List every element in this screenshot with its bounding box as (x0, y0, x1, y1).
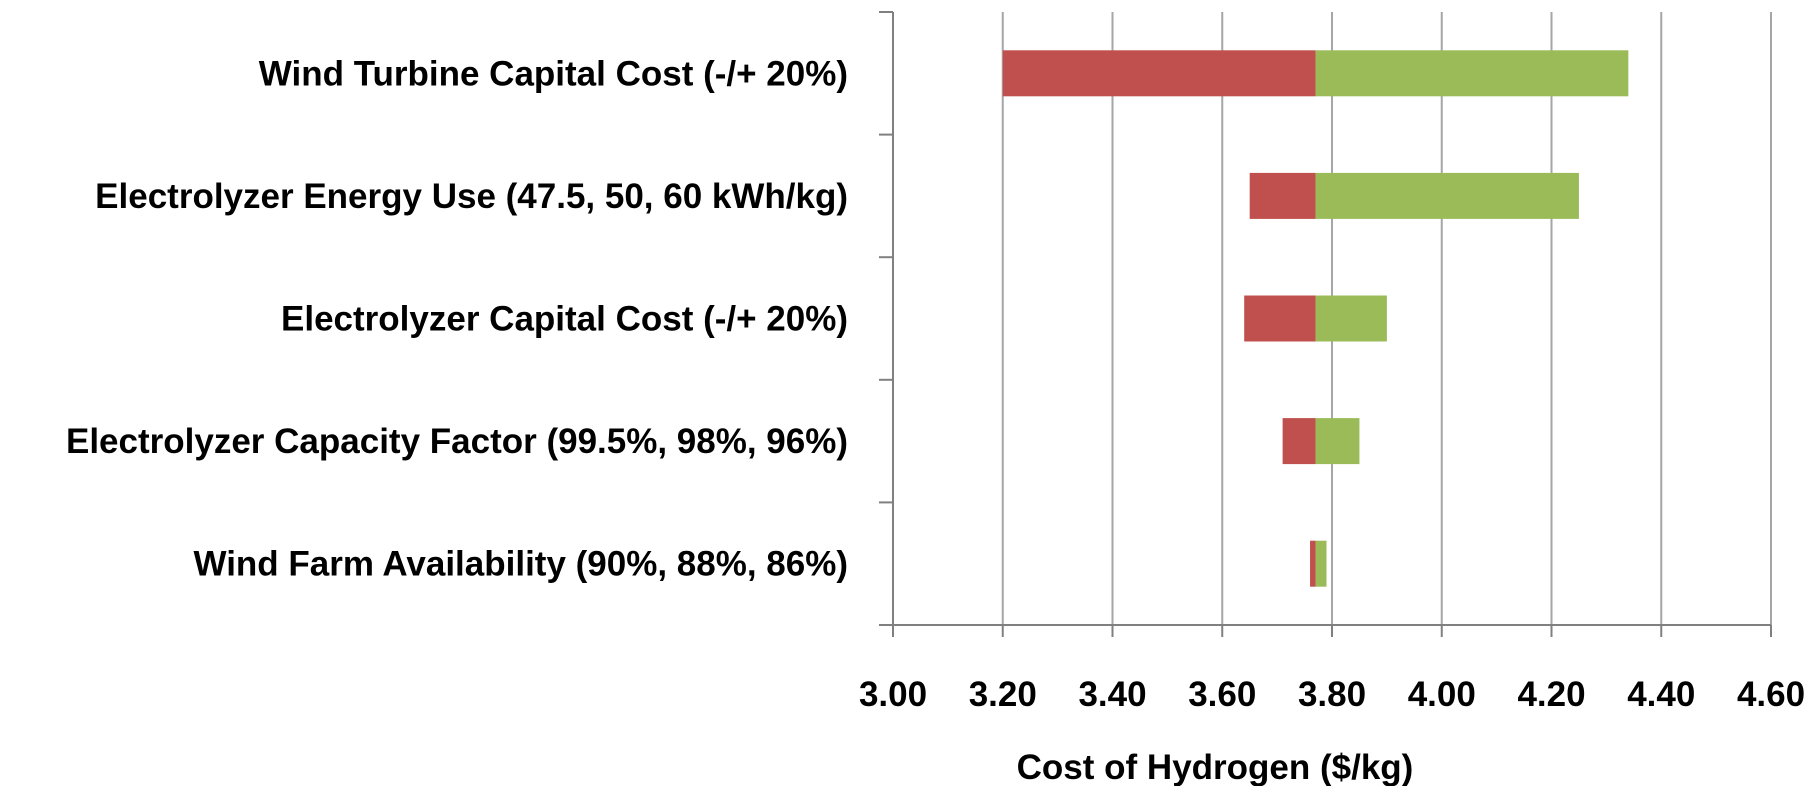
x-tick-label: 3.20 (969, 675, 1037, 714)
bar-low (1282, 418, 1316, 465)
category-label: Wind Turbine Capital Cost (-/+ 20%) (259, 54, 848, 93)
x-tick-label: 4.40 (1627, 675, 1695, 714)
x-axis-title: Cost of Hydrogen ($/kg) (1017, 748, 1414, 786)
bar-high (1315, 295, 1387, 342)
category-label: Electrolyzer Energy Use (47.5, 50, 60 kW… (95, 177, 848, 216)
x-tick-label: 3.40 (1078, 675, 1146, 714)
category-label: Electrolyzer Capital Cost (-/+ 20%) (281, 300, 848, 339)
bar-low (1002, 50, 1316, 97)
bar-low (1249, 172, 1316, 219)
x-tick-label: 4.20 (1517, 675, 1585, 714)
bar-low (1244, 295, 1316, 342)
x-tick-label: 4.00 (1408, 675, 1476, 714)
bar-high (1315, 540, 1327, 587)
category-labels: Wind Turbine Capital Cost (-/+ 20%) Elect… (66, 54, 848, 583)
tick-labels: 3.00 3.20 3.40 3.60 3.80 4.00 4.20 4.40 4.60 (859, 675, 1805, 714)
bar-high (1315, 50, 1629, 97)
axes (879, 11, 1772, 637)
bar-high (1315, 172, 1579, 219)
x-tick-label: 3.60 (1188, 675, 1256, 714)
bar-high (1315, 418, 1360, 465)
bars (1002, 50, 1629, 587)
x-tick-label: 3.80 (1298, 675, 1366, 714)
bar-low (1310, 540, 1316, 587)
category-label: Wind Farm Availability (90%, 88%, 86%) (193, 545, 848, 584)
x-tick-label: 4.60 (1737, 675, 1805, 714)
x-tick-label: 3.00 (859, 675, 927, 714)
gridlines (1001, 12, 1772, 625)
category-label: Electrolyzer Capacity Factor (99.5%, 98%… (66, 422, 848, 461)
